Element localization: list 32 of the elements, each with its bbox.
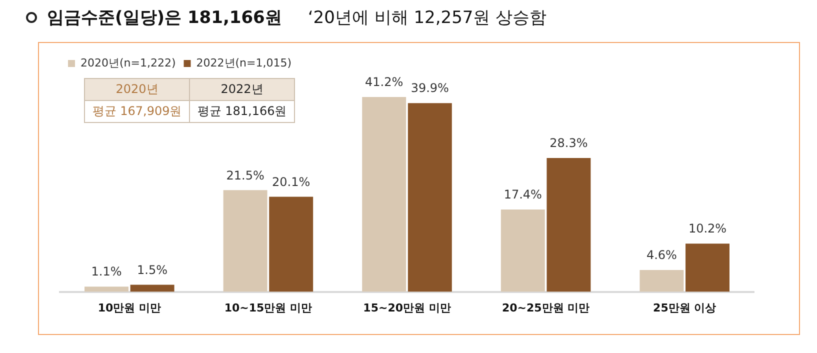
data-label: 1.1% bbox=[91, 264, 122, 279]
data-label: 21.5% bbox=[226, 168, 264, 182]
bar bbox=[223, 190, 268, 292]
bar bbox=[500, 210, 545, 292]
x-tick-label: 25만원 이상 bbox=[653, 301, 716, 314]
annotation: 평균 181,166원 bbox=[190, 100, 294, 122]
data-label: 28.3% bbox=[550, 136, 588, 150]
data-label: 1.5% bbox=[137, 262, 168, 277]
x-tick-label: 10~15만원 미만 bbox=[224, 301, 312, 314]
summary-table: 2020년 2022년 평균 167,909원 평균 181,166원 bbox=[84, 78, 295, 123]
annotation: 평균 167,909원 bbox=[84, 100, 190, 122]
bar bbox=[686, 244, 730, 292]
data-label: 4.6% bbox=[646, 248, 677, 262]
legend-label: 2022년(n=1,015) bbox=[196, 56, 292, 70]
data-label: 41.2% bbox=[365, 75, 404, 90]
data-label: 39.9% bbox=[410, 81, 449, 96]
chart-title: 임금수준(일당)은 181,166원 bbox=[47, 7, 282, 29]
bar bbox=[130, 284, 174, 292]
bar bbox=[84, 286, 128, 292]
legend-label: 2020년(n=1,222) bbox=[80, 56, 176, 70]
bar bbox=[269, 196, 314, 292]
bar bbox=[640, 270, 684, 292]
bar bbox=[408, 103, 452, 292]
chart-subtitle: ‘20년에 비해 12,257원 상승함 bbox=[308, 7, 547, 29]
data-label: 10.2% bbox=[688, 222, 727, 236]
bar bbox=[362, 96, 406, 292]
x-tick-label: 20~25만원 미만 bbox=[502, 301, 590, 314]
x-tick-label: 15~20만원 미만 bbox=[363, 301, 451, 314]
bar bbox=[546, 158, 591, 292]
x-tick-label: 10만원 미만 bbox=[98, 301, 161, 314]
data-label: 20.1% bbox=[272, 174, 310, 189]
data-label: 17.4% bbox=[504, 188, 542, 202]
